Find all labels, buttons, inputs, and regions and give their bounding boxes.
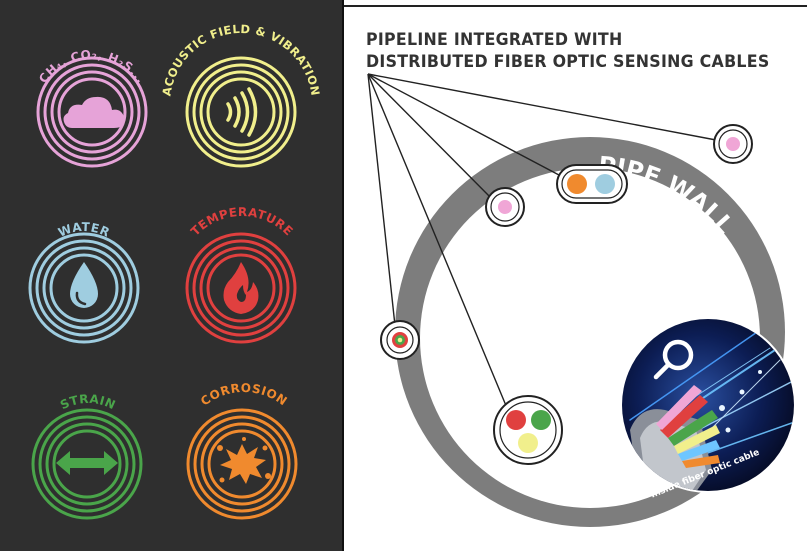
sensor-acoustic-rings bbox=[185, 56, 297, 168]
sensor-corrosion: CORROSION bbox=[186, 381, 298, 520]
sound-waves-icon bbox=[226, 87, 258, 137]
sensor-corrosion-label: CORROSION bbox=[198, 381, 290, 409]
sensor-water: WATER bbox=[28, 220, 140, 344]
panel-divider bbox=[342, 0, 344, 551]
diagram-title-line-1: PIPELINE INTEGRATED WITH bbox=[366, 30, 623, 50]
splash-icon bbox=[217, 437, 271, 484]
fiber-cable-single-pink-left bbox=[485, 187, 525, 227]
sensor-gas-rings bbox=[36, 56, 148, 168]
sensor-corrosion-rings bbox=[186, 408, 298, 520]
fiber-cable-triple bbox=[493, 395, 563, 465]
sensor-water-rings bbox=[28, 232, 140, 344]
flame-icon bbox=[223, 262, 259, 314]
water-drop-icon bbox=[70, 262, 98, 308]
sensor-strain-label: STRAIN bbox=[58, 392, 118, 412]
diagram-title-line-2: DISTRIBUTED FIBER OPTIC SENSING CABLES bbox=[366, 52, 770, 72]
top-border-line bbox=[344, 5, 807, 7]
cloud-icon bbox=[63, 96, 125, 128]
sensor-temperature-rings bbox=[185, 232, 297, 344]
fiber-cable-dual bbox=[556, 164, 628, 204]
sensor-strain-rings bbox=[31, 408, 143, 520]
double-arrow-icon bbox=[56, 451, 118, 475]
sensor-acoustic: ACOUSTIC FIELD & VIBRATION bbox=[159, 22, 322, 168]
cable-leader-lines bbox=[367, 73, 717, 421]
sensor-water-label: WATER bbox=[56, 220, 112, 240]
sensor-strain: STRAIN bbox=[31, 392, 143, 520]
fiber-cable-concentric bbox=[380, 320, 420, 360]
magnifier-icon bbox=[653, 339, 694, 380]
fiber-cable-single-pink-right bbox=[713, 124, 753, 164]
sensor-temperature: TEMPERATURE bbox=[185, 205, 297, 344]
sensor-gas: CH₄, CO₂, H₂S... bbox=[36, 47, 148, 168]
fiber-cable-inset: Inside fiber optic cable bbox=[620, 317, 796, 501]
